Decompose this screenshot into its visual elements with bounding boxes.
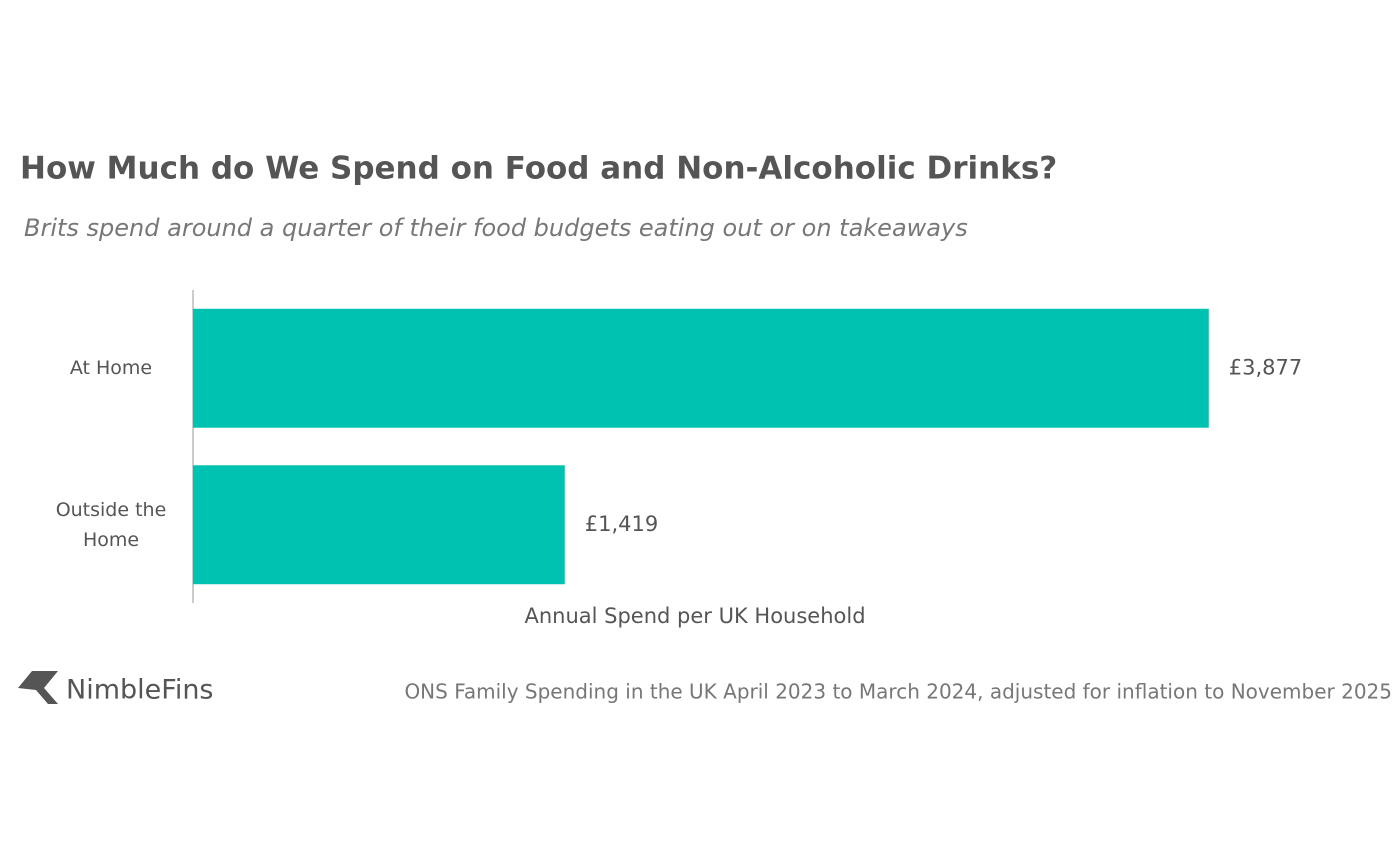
bar	[193, 465, 565, 585]
value-label: £1,419	[585, 512, 658, 536]
chart-subtitle: Brits spend around a quarter of their fo…	[24, 214, 968, 242]
value-label: £3,877	[1229, 355, 1302, 379]
chart-title: How Much do We Spend on Food and Non-Alc…	[20, 151, 1057, 187]
logo-icon	[18, 671, 58, 704]
bar	[193, 308, 1209, 428]
source: ONS Family Spending in the UK April 2023…	[404, 680, 1392, 704]
x-axis-label: Annual Spend per UK Household	[524, 604, 865, 628]
y-tick-label: At Home	[69, 357, 153, 380]
brand: NimbleFins	[66, 675, 214, 706]
y-tick-label: Outside the Home	[55, 498, 167, 551]
